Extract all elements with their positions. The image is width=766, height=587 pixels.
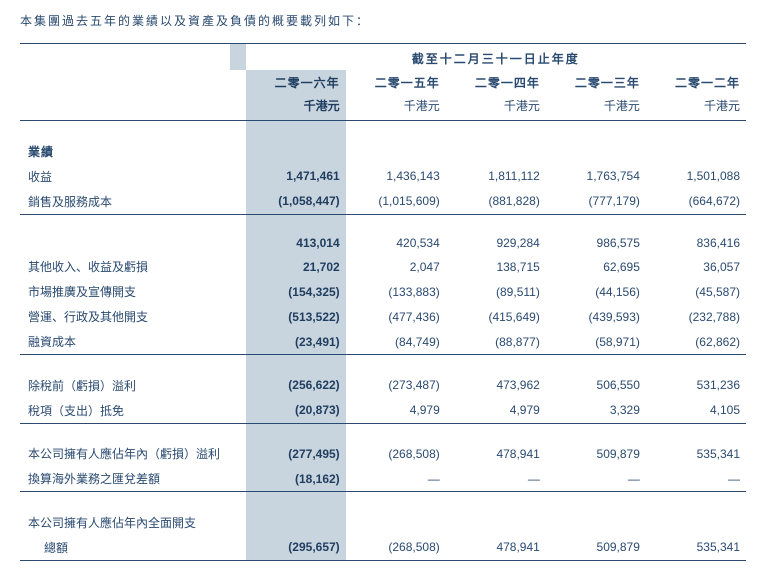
- year-2014: 二零一四年: [446, 70, 546, 94]
- row-admin: 營運、行政及其他開支 (513,522) (477,436) (415,649)…: [20, 304, 746, 329]
- year-2012: 二零一二年: [646, 70, 746, 94]
- row-revenue: 收益 1,471,461 1,436,143 1,811,112 1,763,7…: [20, 164, 746, 189]
- unit-2016: 千港元: [246, 94, 346, 121]
- financial-table: 截至十二月三十一日止年度 二零一六年 二零一五年 二零一四年 二零一三年 二零一…: [20, 43, 746, 561]
- unit-2015: 千港元: [346, 94, 446, 121]
- year-2015: 二零一五年: [346, 70, 446, 94]
- row-other-income: 其他收入、收益及虧損 21,702 2,047 138,715 62,695 3…: [20, 254, 746, 279]
- unit-2013: 千港元: [546, 94, 646, 121]
- row-pbt: 除稅前（虧損）溢利 (256,622) (273,487) 473,962 50…: [20, 373, 746, 398]
- section-results: 業績: [20, 139, 230, 164]
- row-comprehensive-label: 本公司擁有人應佔年內全面開支: [20, 510, 746, 535]
- year-2016: 二零一六年: [246, 70, 346, 94]
- unit-2012: 千港元: [646, 94, 746, 121]
- row-tax: 稅項（支出）抵免 (20,873) 4,979 4,979 3,329 4,10…: [20, 398, 746, 424]
- intro-text: 本集團過去五年的業績以及資產及負債的概要載列如下：: [20, 12, 746, 29]
- row-gross: 413,014 420,534 929,284 986,575 836,416: [20, 232, 746, 254]
- year-2013: 二零一三年: [546, 70, 646, 94]
- row-attributable: 本公司擁有人應佔年內（虧損）溢利 (277,495) (268,508) 478…: [20, 441, 746, 466]
- period-header: 截至十二月三十一日止年度: [246, 44, 746, 71]
- row-finance: 融資成本 (23,491) (84,749) (88,877) (58,971)…: [20, 329, 746, 355]
- row-marketing: 市場推廣及宣傳開支 (154,325) (133,883) (89,511) (…: [20, 279, 746, 304]
- row-comprehensive-total: 總額 (295,657) (268,508) 478,941 509,879 5…: [20, 535, 746, 561]
- row-cost: 銷售及服務成本 (1,058,447) (1,015,609) (881,828…: [20, 189, 746, 215]
- row-fx: 換算海外業務之匯兌差額 (18,162) — — — —: [20, 466, 746, 492]
- unit-2014: 千港元: [446, 94, 546, 121]
